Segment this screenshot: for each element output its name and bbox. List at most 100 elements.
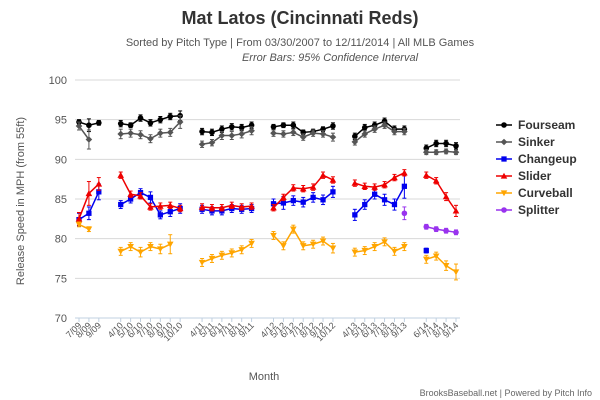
point-slider	[147, 203, 154, 210]
series-line-sinker	[426, 150, 457, 153]
point-splitter	[433, 226, 439, 232]
point-changeup	[391, 201, 398, 208]
point-sinker	[391, 128, 398, 135]
y-tick-label: 70	[55, 313, 67, 325]
point-curveball	[85, 226, 93, 233]
point-sinker	[371, 125, 378, 133]
point-slider	[422, 171, 430, 178]
point-fourseam	[361, 124, 368, 131]
y-tick-label: 80	[55, 234, 67, 246]
point-slider	[329, 176, 337, 183]
point-slider	[208, 204, 216, 211]
point-slider	[299, 185, 307, 192]
point-sinker	[198, 140, 206, 148]
point-sinker	[228, 132, 236, 139]
point-curveball	[371, 243, 378, 250]
chart-subtitle-error-bars: Error Bars: 95% Confidence Interval	[242, 52, 419, 64]
point-slider	[391, 174, 398, 181]
point-slider	[361, 183, 369, 189]
point-changeup	[147, 194, 154, 201]
point-curveball	[117, 248, 125, 255]
point-fourseam	[228, 124, 235, 130]
point-sinker	[452, 148, 460, 156]
point-curveball	[166, 241, 174, 248]
point-fourseam	[280, 122, 287, 129]
point-slider	[270, 204, 277, 211]
point-fourseam	[96, 120, 102, 126]
legend-marker-curveball	[500, 190, 508, 197]
point-fourseam	[330, 123, 336, 129]
point-slider	[137, 192, 144, 199]
point-curveball	[319, 238, 327, 245]
point-fourseam	[270, 124, 277, 130]
point-fourseam	[157, 116, 164, 123]
point-curveball	[137, 249, 144, 256]
point-splitter	[401, 210, 408, 217]
point-changeup	[401, 183, 408, 189]
point-slider	[401, 169, 408, 176]
point-slider	[442, 193, 450, 200]
point-curveball	[228, 250, 236, 257]
point-curveball	[147, 243, 154, 250]
point-curveball	[127, 243, 134, 250]
point-fourseam	[167, 113, 174, 120]
point-sinker	[432, 148, 440, 156]
point-slider	[248, 202, 255, 209]
point-curveball	[422, 256, 430, 263]
credit-text: BrooksBaseball.net | Powered by Pitch In…	[420, 388, 592, 398]
legend-label-curveball: Curveball	[518, 186, 573, 200]
y-axis-label: Release Speed in MPH (from 55ft)	[15, 117, 27, 285]
point-sinker	[280, 130, 287, 138]
point-changeup	[320, 197, 326, 203]
point-curveball	[391, 248, 398, 255]
series-line-splitter	[426, 226, 457, 234]
point-curveball	[238, 247, 245, 254]
point-sinker	[238, 130, 245, 138]
point-curveball	[290, 226, 297, 233]
point-fourseam	[219, 126, 225, 132]
point-changeup	[280, 200, 287, 206]
series-line-curveball	[426, 255, 457, 273]
legend-item-curveball: Curveball	[496, 186, 573, 200]
point-curveball	[157, 246, 164, 253]
point-slider	[351, 179, 359, 186]
point-fourseam	[209, 129, 215, 136]
point-fourseam	[433, 140, 439, 147]
point-sinker	[401, 128, 408, 135]
series-line-slider	[202, 204, 252, 209]
point-slider	[218, 204, 226, 211]
point-splitter	[443, 227, 449, 234]
point-changeup	[381, 197, 388, 203]
series-line-changeup	[354, 185, 406, 216]
point-slider	[85, 190, 93, 197]
point-fourseam	[117, 120, 124, 127]
point-curveball	[381, 239, 388, 246]
point-curveball	[309, 241, 317, 248]
point-sinker	[137, 131, 144, 139]
point-slider	[228, 202, 236, 208]
point-changeup	[86, 210, 92, 216]
point-fourseam	[290, 122, 297, 129]
point-sinker	[117, 130, 125, 138]
legend-marker-splitter	[501, 207, 507, 213]
point-sinker	[176, 118, 184, 126]
series-line-sinker	[78, 125, 90, 140]
point-changeup	[362, 201, 368, 208]
legend-item-fourseam: Fourseam	[496, 118, 575, 132]
x-axis-label: Month	[249, 371, 280, 383]
series-curveball	[75, 221, 460, 281]
point-fourseam	[199, 128, 205, 135]
point-sinker	[351, 138, 359, 146]
point-changeup	[290, 197, 296, 204]
point-slider	[95, 180, 103, 187]
point-sinker	[270, 129, 277, 137]
y-tick-label: 95	[55, 115, 67, 127]
y-tick-label: 100	[49, 75, 67, 87]
point-sinker	[329, 133, 337, 141]
point-slider	[280, 194, 287, 201]
legend-marker-fourseam	[501, 122, 507, 128]
point-sinker	[381, 121, 388, 129]
point-changeup	[127, 196, 134, 202]
point-changeup	[167, 209, 173, 215]
point-curveball	[75, 221, 83, 228]
